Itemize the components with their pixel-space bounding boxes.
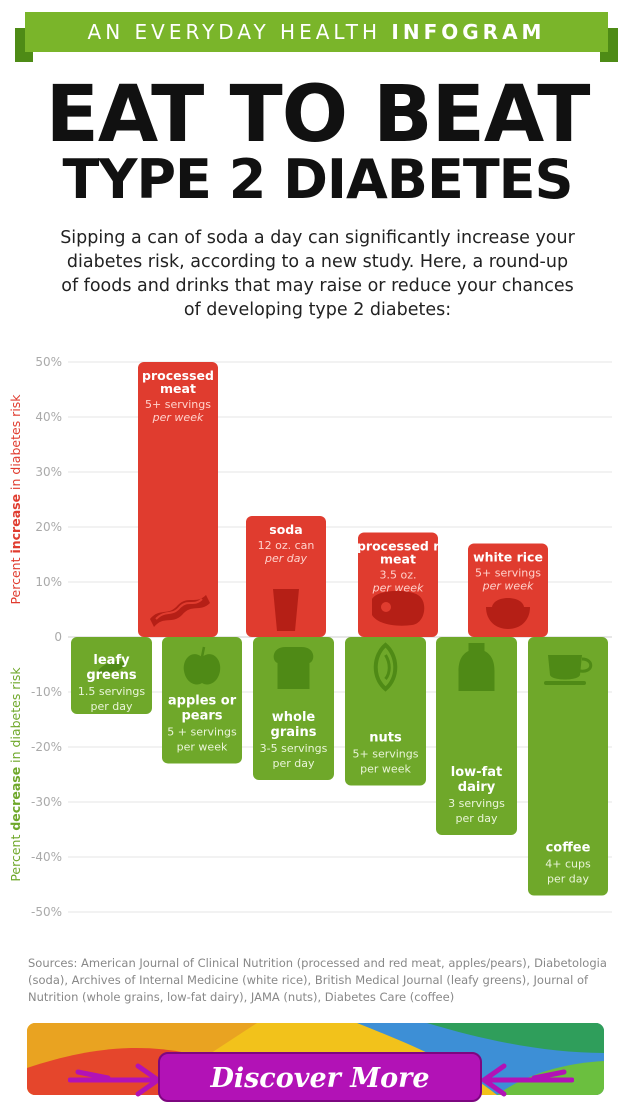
right-arrow-icon <box>482 1063 574 1097</box>
header-banner: AN EVERYDAY HEALTH INFOGRAM <box>15 12 618 62</box>
y-tick-label: 20% <box>35 520 62 534</box>
bar-decrease <box>436 637 517 835</box>
bar-label: nuts <box>369 731 402 746</box>
bar-label: whole <box>272 710 316 725</box>
bar-label: greens <box>86 668 137 683</box>
bar-serving-period: per week <box>372 582 424 595</box>
bar-label: meat <box>160 381 196 396</box>
y-tick-label: 50% <box>35 355 62 369</box>
bar-label: white rice <box>473 550 543 565</box>
nut-icon <box>373 642 398 692</box>
bar-label: leafy <box>93 653 130 668</box>
bacon-icon <box>150 595 210 627</box>
bar-serving-period: per day <box>547 873 589 886</box>
y-tick-label: 0 <box>54 630 62 644</box>
bar-label: apples or <box>168 694 237 709</box>
bar-serving: 5+ servings <box>353 748 419 761</box>
y-tick-label: 40% <box>35 410 62 424</box>
bar-serving-period: per day <box>264 552 307 565</box>
bar-serving: 12 oz. can <box>258 539 315 552</box>
bread-icon <box>273 647 314 689</box>
bar-serving-period: per day <box>272 757 314 770</box>
discover-more-button[interactable]: Discover More <box>158 1052 482 1102</box>
bar-decrease <box>528 637 608 896</box>
bar-serving: 3-5 servings <box>260 742 328 755</box>
y-axis-label-increase: Percent increase in diabetes risk <box>8 394 23 605</box>
bar-serving: 5+ servings <box>475 567 541 580</box>
bar-serving: 4+ cups <box>545 858 591 871</box>
bar-serving-period: per day <box>455 812 497 825</box>
bar-serving-period: per week <box>360 763 411 776</box>
bar-label: processed <box>142 368 214 383</box>
y-axis-label-decrease-strong: decrease <box>8 767 23 831</box>
coffee-cup-icon <box>544 655 593 685</box>
bar-serving-period: per week <box>177 741 228 754</box>
leaf-icon <box>97 661 128 673</box>
y-axis-label-decrease: Percent decrease in diabetes risk <box>8 667 23 882</box>
bar-serving-period: per day <box>90 700 132 713</box>
left-arrow-icon <box>68 1063 160 1097</box>
y-axis-label-increase-prefix: Percent <box>8 554 23 605</box>
bar-label: pears <box>181 709 222 724</box>
bar-decrease <box>162 637 242 764</box>
y-tick-label: -50% <box>31 905 62 919</box>
banner-strong: INFOGRAM <box>391 20 546 44</box>
bar-increase <box>138 362 218 637</box>
y-tick-label: 30% <box>35 465 62 479</box>
banner-text: AN EVERYDAY HEALTH INFOGRAM <box>25 12 608 52</box>
y-tick-label: -10% <box>31 685 62 699</box>
bar-increase <box>246 516 326 637</box>
cup-icon <box>273 589 299 631</box>
bar-label: unprocessed red <box>339 539 457 554</box>
bar-label: low-fat <box>451 765 502 780</box>
bar-decrease <box>253 637 334 780</box>
bar-label: soda <box>269 522 302 537</box>
bar-label: grains <box>271 725 317 740</box>
y-tick-label: 10% <box>35 575 62 589</box>
bar-serving: 3.5 oz. <box>380 569 417 582</box>
y-tick-label: -20% <box>31 740 62 754</box>
bar-serving: 1.5 servings <box>78 685 146 698</box>
intro-text: Sipping a can of soda a day can signific… <box>60 228 575 320</box>
rice-bowl-icon <box>486 598 530 629</box>
bar-serving: 5 + servings <box>167 726 237 739</box>
y-axis-label-decrease-suffix: in diabetes risk <box>8 667 23 767</box>
apple-icon <box>183 646 221 685</box>
bar-serving: 5+ servings <box>145 398 211 411</box>
y-axis-label-increase-strong: increase <box>8 494 23 554</box>
page-title-line2: TYPE 2 DIABETES <box>62 148 574 211</box>
y-tick-label: -30% <box>31 795 62 809</box>
bar-serving-period: per week <box>482 580 534 593</box>
bar-serving-period: per week <box>152 411 204 424</box>
bar-label: coffee <box>546 841 591 856</box>
banner-prefix: AN EVERYDAY HEALTH <box>87 20 382 44</box>
y-axis-label-increase-suffix: in diabetes risk <box>8 394 23 494</box>
bar-decrease <box>71 637 152 714</box>
page-title-line1: EAT TO BEAT <box>45 70 591 160</box>
steak-icon <box>372 590 425 626</box>
bar-label: meat <box>380 552 416 567</box>
milk-jug-icon <box>458 643 495 691</box>
bar-decrease <box>345 637 426 786</box>
diabetes-risk-chart: 50% 40% 30% 20% 10% 0 -10% -20% -30% -40% -50% Perc… <box>8 355 612 919</box>
y-axis-label-decrease-prefix: Percent <box>8 831 23 882</box>
bar-serving: 3 servings <box>448 797 505 810</box>
sources-text: Sources: American Journal of Clinical Nu… <box>28 956 607 1004</box>
bar-label: dairy <box>458 780 496 795</box>
y-tick-label: -40% <box>31 850 62 864</box>
